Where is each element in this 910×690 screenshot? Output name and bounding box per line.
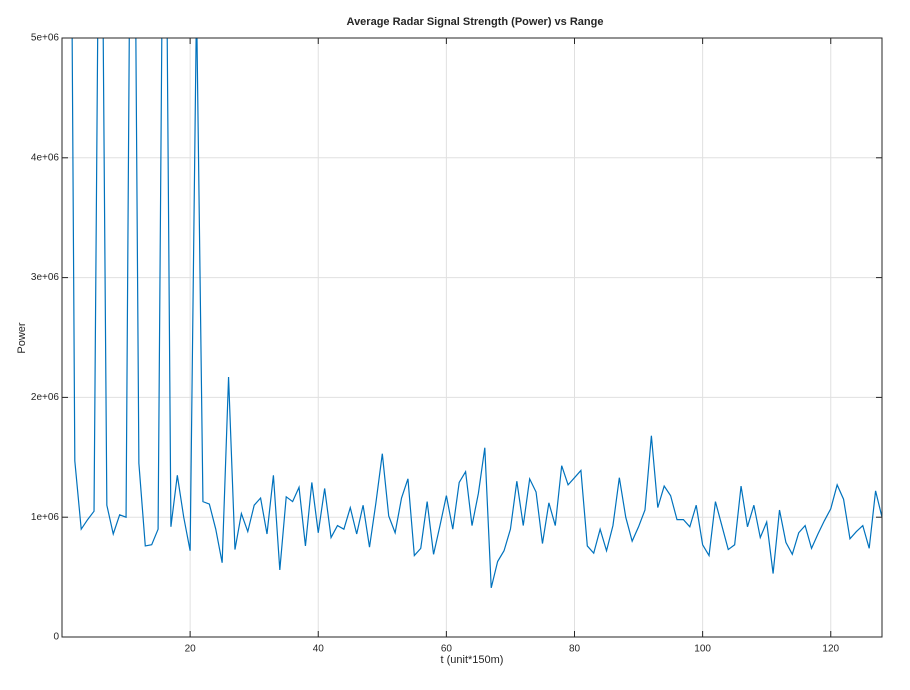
y-tick-label: 0 xyxy=(53,632,59,643)
grid xyxy=(62,37,882,638)
x-tick-label: 20 xyxy=(185,644,197,655)
y-tick-label: 4e+06 xyxy=(31,152,60,163)
x-tick-label: 120 xyxy=(822,644,839,655)
plot-area xyxy=(71,38,882,589)
chart-title: Average Radar Signal Strength (Power) vs… xyxy=(347,16,604,28)
y-tick-label: 5e+06 xyxy=(31,33,60,44)
y-tick-label: 3e+06 xyxy=(31,272,60,283)
x-tick-label: 100 xyxy=(694,644,711,655)
ticks: 0 1e+06 2e+06 3e+06 4e+06 5e+06 20 40 60 80 100 120 xyxy=(31,33,882,655)
x-tick-label: 80 xyxy=(569,644,581,655)
y-tick-label: 1e+06 xyxy=(31,512,60,523)
x-axis-label: t (unit*150m) xyxy=(441,654,504,666)
x-tick-label: 40 xyxy=(313,644,325,655)
data-line xyxy=(71,38,882,589)
x-tick-label: 60 xyxy=(441,644,453,655)
y-axis-label: Power xyxy=(16,322,28,354)
y-tick-label: 2e+06 xyxy=(31,392,60,403)
axes-box xyxy=(61,37,883,638)
